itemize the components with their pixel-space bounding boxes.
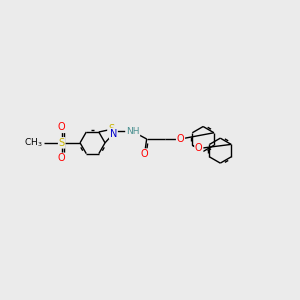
Text: O: O — [58, 153, 66, 163]
Text: O: O — [58, 122, 66, 132]
Text: O: O — [177, 134, 184, 144]
Text: O: O — [141, 149, 148, 159]
Text: S: S — [59, 138, 65, 148]
Text: NH: NH — [126, 127, 140, 136]
Text: N: N — [110, 128, 117, 139]
Text: S: S — [108, 124, 114, 134]
Text: O: O — [195, 143, 202, 154]
Text: CH$_3$: CH$_3$ — [24, 136, 43, 149]
